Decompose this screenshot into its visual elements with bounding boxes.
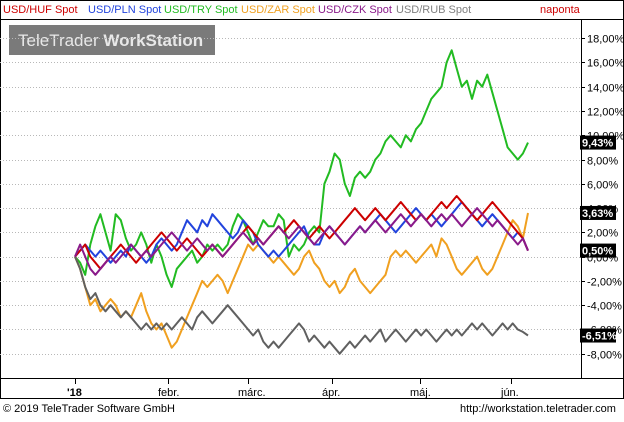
footer-url-link[interactable]: http://workstation.teletrader.com [460, 403, 616, 415]
watermark-logo: TeleTrader WorkStation [9, 25, 215, 55]
series-line-usd-rub-spot [74, 256, 529, 355]
x-tick-label: '18 [67, 387, 82, 399]
legend-entry-usd-huf[interactable]: USD/HUF Spot [3, 4, 78, 16]
y-tick-label: 2,00% [587, 228, 618, 240]
y-tick-label: 8,00% [587, 156, 618, 168]
y-tick-label: -8,00% [587, 350, 622, 362]
y-tick-label: -4,00% [587, 301, 622, 313]
watermark-background [9, 25, 215, 55]
legend-entry-usd-try[interactable]: USD/TRY Spot [164, 4, 238, 16]
series-line-usd-czk-spot [74, 207, 529, 276]
end-value-tags: 9,43% 3,63% -6,51% 0,50% [580, 135, 617, 343]
interval-label[interactable]: naponta [540, 4, 581, 16]
grid-layer [0, 38, 581, 355]
series-line-usd-zar-spot [74, 212, 529, 349]
watermark-text: TeleTrader WorkStation [18, 31, 203, 50]
copyright-text: © 2019 TeleTrader Software GmbH [3, 403, 175, 415]
legend-entry-usd-czk[interactable]: USD/CZK Spot [318, 4, 392, 16]
legend-entry-usd-rub[interactable]: USD/RUB Spot [396, 4, 471, 16]
end-value-tag-text: 0,50% [582, 246, 613, 258]
y-tick-label: 16,00% [587, 58, 624, 70]
y-tick-label: 18,00% [587, 34, 624, 46]
series-layer [74, 49, 529, 355]
end-value-tag-box [580, 135, 616, 150]
watermark-part1: TeleTrader [18, 31, 103, 50]
y-tick-label: 12,00% [587, 107, 624, 119]
end-value-tag-text: 3,63% [582, 208, 613, 220]
watermark-part2: WorkStation [103, 31, 203, 50]
x-tick-label: febr. [158, 387, 179, 399]
x-tick-label: máj. [410, 387, 431, 399]
chart-frame [0, 0, 624, 399]
legend: USD/HUF Spot USD/PLN Spot USD/TRY Spot U… [3, 4, 581, 16]
x-tick-label: ápr. [322, 387, 340, 399]
end-value-tag-text: -6,51% [582, 331, 617, 343]
legend-entry-usd-pln[interactable]: USD/PLN Spot [88, 4, 161, 16]
end-value-tag-box [580, 205, 616, 220]
end-value-tag: 3,63% [580, 205, 616, 220]
end-value-tag: 0,50% [580, 243, 616, 258]
x-tick-label: jún. [500, 387, 519, 399]
x-axis: '18 febr. márc. ápr. máj. jún. [67, 378, 519, 399]
series-line-usd-try-spot [74, 49, 529, 288]
y-tick-label: -2,00% [587, 277, 622, 289]
end-value-tag-text: 9,43% [582, 138, 613, 150]
legend-entry-usd-zar[interactable]: USD/ZAR Spot [241, 4, 315, 16]
y-tick-label: 6,00% [587, 180, 618, 192]
end-value-tag: -6,51% [580, 328, 617, 343]
x-tick-label: márc. [238, 387, 266, 399]
end-value-tag-box [580, 243, 616, 258]
y-tick-label: 14,00% [587, 83, 624, 95]
end-value-tag-box [580, 328, 616, 343]
end-value-tag: 9,43% [580, 135, 616, 150]
